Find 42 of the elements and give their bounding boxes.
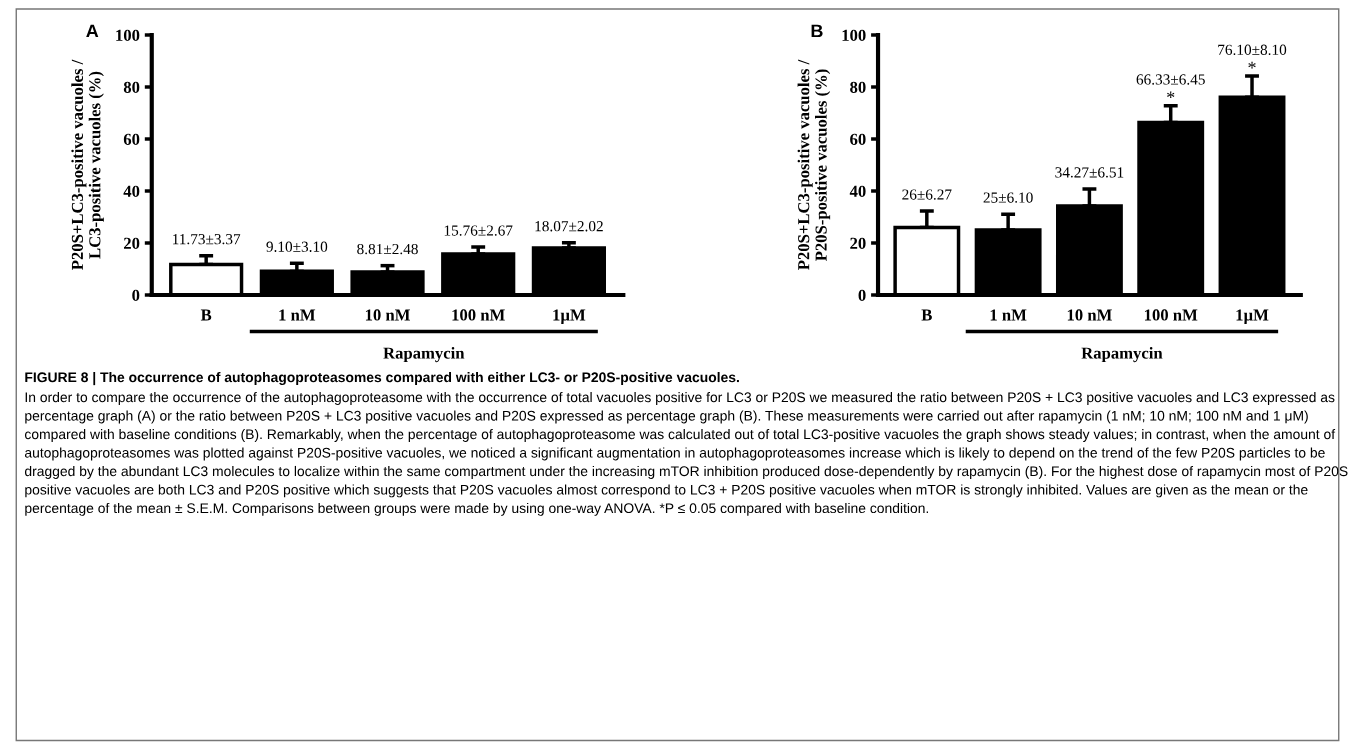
data-label: 9.10±3.10 (266, 241, 328, 252)
x-tick-label: 100 nM (1144, 309, 1198, 321)
x-tick-label: 1µM (553, 309, 586, 324)
y-tick-label: 40 (123, 185, 140, 197)
annotation: * (1167, 91, 1175, 99)
text: In order to compare the occurrence of the autophagoproteasome with the occurrence of total vacuoles positive for LC3 or P20S we measured the ratio between P20S + LC3 positive vacuoles and LC3 expressed as percentage graph (A) or the ratio between P20S + LC3 positive vacuoles and P20S expressed as percentage graph (B). These measurements were carried out after rapamycin (1 nM; 10 nM; 100 nM and 1 μM) compared with baseline conditions (B). Remarkably, when the percentage of autophagoproteasome was calculated out of total LC3-positive vacuoles the graph shows steady values; in contrast, when the amount of autophagoproteasomes was plotted against P20S-positive vacuoles, we noticed a significant augmentation in autophagoproteasomes increase which is likely to depend on the trend of the few P20S particles to be dragged by the abundant LC3 molecules to localize within the same compartment under the increasing mTOR inhibition produced dose-dependently by rapamycin (B). For the highest dose of rapamycin most of P20S positive vacuoles are both LC3 and P20S positive which suggests that P20S vacuoles almost correspond to LC3 + P20S positive vacuoles when mTOR is strongly inhibited. Values are given as the mean or the percentage of the mean ± S.E.M. Comparisons between groups were made by using one-way ANOVA. *P ≤ 0.05 compared with baseline condition. (24, 392, 1348, 516)
y-tick-label: 0 (858, 289, 866, 301)
x-tick-label: B (200, 309, 212, 321)
data-label: 26±6.27 (902, 189, 952, 200)
data-label: 25±6.10 (983, 192, 1033, 203)
text: Rapamycin (1081, 347, 1163, 363)
data-label: 76.10±8.10 (1218, 44, 1287, 55)
x-tick-label: 100 nM (452, 309, 505, 321)
y-tick-label: 60 (123, 133, 140, 145)
x-tick-label: 1µM (1236, 309, 1269, 324)
y-tick-label: 20 (123, 237, 140, 249)
x-tick-label: B (921, 309, 932, 321)
x-tick-label: 1 nM (279, 309, 316, 321)
x-tick-label: 10 nM (1067, 309, 1112, 321)
y-axis-title: P20S+LC3-positive vacuoles / LC3-positive vacuoles (%) (71, 59, 104, 270)
chart-title: B (811, 24, 823, 38)
text: Rapamycin (383, 347, 465, 363)
annotation: * (1248, 61, 1256, 69)
x-tick-label: 10 nM (365, 309, 410, 321)
y-tick-label: 100 (842, 29, 866, 41)
data-label: 34.27±6.51 (1055, 167, 1124, 178)
y-tick-label: 100 (116, 29, 140, 41)
y-tick-label: 0 (132, 289, 140, 301)
data-label: 18.07±2.02 (535, 221, 603, 232)
data-label: 15.76±2.67 (444, 225, 513, 236)
caption: FIGURE 8 | The occurrence of autophagoproteasomes compared with either LC3- or P20S-positive vacuoles. (25, 372, 739, 386)
y-tick-label: 80 (850, 81, 866, 93)
chart-title: A (86, 24, 99, 38)
y-tick-label: 80 (123, 81, 140, 93)
y-tick-label: 60 (850, 133, 866, 145)
data-label: 8.81±2.48 (357, 243, 418, 255)
y-tick-label: 20 (850, 237, 866, 249)
x-tick-label: 1 nM (990, 309, 1027, 321)
data-label: 66.33±6.45 (1136, 74, 1205, 85)
data-label: 11.73±3.37 (173, 234, 241, 245)
y-tick-label: 40 (849, 185, 866, 197)
y-axis-title: P20S+LC3-positive vacuoles / P20S-positive vacuoles (%) (797, 59, 831, 270)
